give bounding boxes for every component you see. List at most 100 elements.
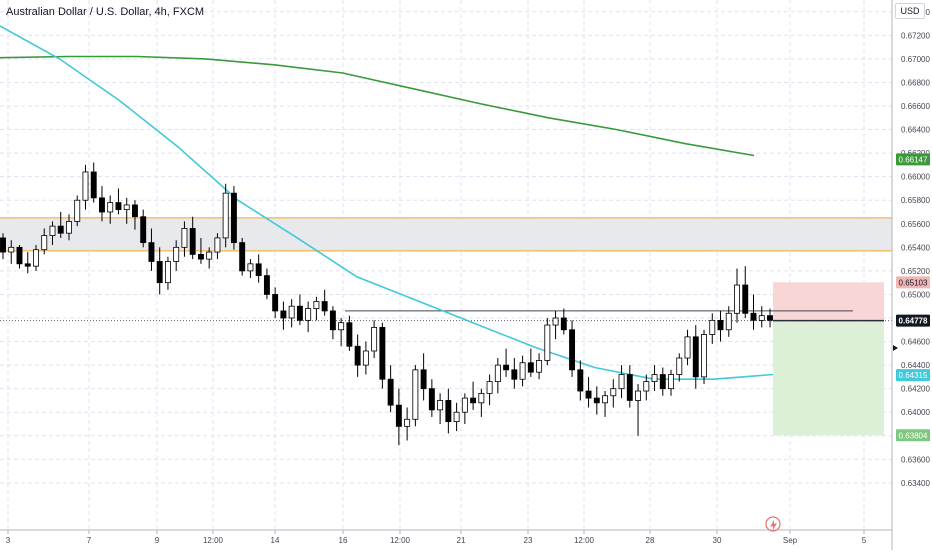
candle xyxy=(280,301,287,330)
logo-circle xyxy=(765,516,781,532)
candle xyxy=(239,237,246,276)
candle-body xyxy=(123,204,130,211)
y-tick-label: 0.65000 xyxy=(901,290,930,299)
candle-body xyxy=(321,301,328,312)
candle xyxy=(164,256,171,290)
candle xyxy=(428,379,435,417)
candle xyxy=(222,183,229,248)
currency-badge[interactable]: USD xyxy=(895,3,925,19)
candle xyxy=(692,325,699,389)
candle-body xyxy=(470,397,477,404)
candle-body xyxy=(41,235,48,251)
candle-body xyxy=(173,246,180,262)
price-label-bg xyxy=(896,276,930,289)
candle xyxy=(313,296,320,321)
candle xyxy=(503,348,510,377)
candle-body xyxy=(511,369,518,380)
candle xyxy=(536,353,543,380)
candle-body xyxy=(181,228,188,248)
candles[interactable] xyxy=(0,162,773,446)
candle-body xyxy=(115,202,122,211)
candle xyxy=(618,365,625,399)
ema-slow-line xyxy=(0,55,755,157)
candle-body xyxy=(717,319,724,331)
candle-body xyxy=(404,418,411,427)
y-tick-label: 0.66400 xyxy=(901,126,930,135)
candle-body xyxy=(593,397,600,404)
x-tick-label: 30 xyxy=(713,536,722,545)
candle xyxy=(395,388,402,446)
candle xyxy=(99,186,105,222)
candle-body xyxy=(445,400,452,423)
candle-body xyxy=(255,263,262,277)
candle xyxy=(115,188,122,215)
candle xyxy=(247,259,254,278)
candle-body xyxy=(362,350,369,366)
candle xyxy=(659,367,666,396)
candle xyxy=(66,214,72,241)
candle xyxy=(90,162,97,203)
candle-body xyxy=(296,305,303,321)
candle-body xyxy=(519,362,526,380)
candle xyxy=(445,388,452,434)
candle-body xyxy=(338,322,345,331)
candle xyxy=(107,195,114,224)
take-profit-zone xyxy=(773,320,884,436)
candle xyxy=(263,268,270,300)
candle-body xyxy=(560,317,567,331)
candle xyxy=(511,358,518,389)
candle xyxy=(470,381,477,410)
candle-body xyxy=(214,237,221,253)
candle-body xyxy=(668,374,674,390)
candle xyxy=(214,233,221,260)
candle-body xyxy=(461,397,468,413)
candle-body xyxy=(82,171,89,201)
candle xyxy=(519,355,526,387)
candle-body xyxy=(74,199,81,222)
candle xyxy=(593,386,600,415)
x-tick-label: 7 xyxy=(87,536,92,545)
candle-body xyxy=(156,261,163,284)
candle-body xyxy=(635,390,641,401)
x-tick-label: 12:00 xyxy=(203,536,224,545)
candle xyxy=(486,374,493,406)
candle xyxy=(338,318,345,347)
price-label: 0.64778 xyxy=(896,314,930,327)
candle-body xyxy=(354,345,361,366)
candle-body xyxy=(132,204,138,218)
candle xyxy=(140,209,147,248)
candle-body xyxy=(197,253,204,260)
candle-body xyxy=(247,263,254,272)
x-tick-label: 12:00 xyxy=(390,536,411,545)
candle xyxy=(453,402,460,432)
y-tick-label: 0.64200 xyxy=(901,385,930,394)
price-label-text: 0.66147 xyxy=(899,155,928,164)
candle-body xyxy=(0,237,6,253)
candle-body xyxy=(692,336,699,378)
y-tick-label: 0.63600 xyxy=(901,455,930,464)
candle-body xyxy=(503,364,510,371)
price-label-bg xyxy=(896,429,930,442)
x-tick-label: 14 xyxy=(271,536,280,545)
y-tick-label: 0.63400 xyxy=(901,479,930,488)
grid xyxy=(0,0,892,530)
price-label-text: 0.64315 xyxy=(899,371,928,380)
candle xyxy=(668,369,674,396)
price-label-bg xyxy=(896,314,930,327)
candle xyxy=(82,164,89,210)
candle-body xyxy=(585,390,592,399)
candle xyxy=(296,294,303,326)
candle xyxy=(230,186,237,250)
candle-body xyxy=(107,202,114,213)
candle-body xyxy=(272,294,279,312)
candle xyxy=(560,308,567,335)
candle xyxy=(717,310,724,342)
candle-body xyxy=(478,392,485,404)
candle-body xyxy=(222,192,229,239)
candle-body xyxy=(346,322,353,347)
candle-body xyxy=(395,404,402,427)
candle xyxy=(651,365,658,392)
candle-body xyxy=(569,329,576,371)
